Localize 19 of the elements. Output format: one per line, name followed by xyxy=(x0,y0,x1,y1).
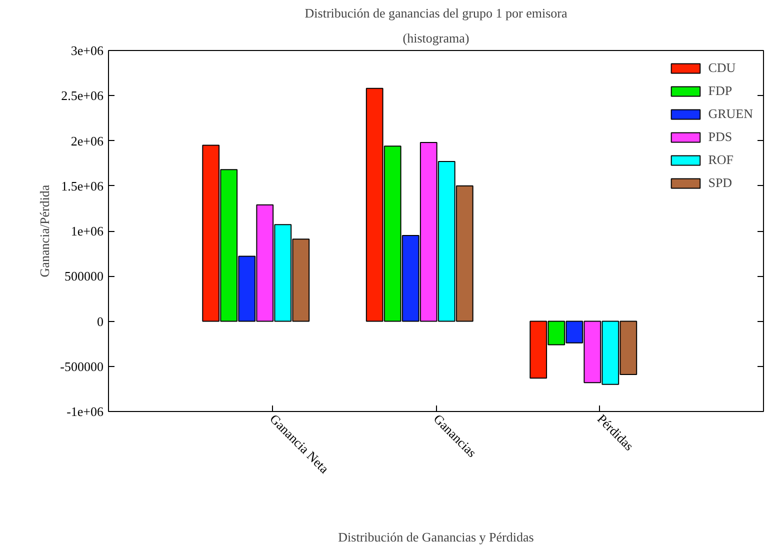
legend-label: CDU xyxy=(708,60,736,76)
legend-label: SPD xyxy=(708,175,732,191)
y-tick-label: 2e+06 xyxy=(70,133,104,148)
y-tick-label: -500000 xyxy=(60,358,104,374)
legend-label: FDP xyxy=(708,83,732,99)
y-tick-label: 0 xyxy=(97,314,104,329)
legend-label: PDS xyxy=(708,129,732,145)
y-tick-label: 3e+06 xyxy=(70,43,104,58)
chart-subtitle: (histograma) xyxy=(402,30,470,46)
chart-title: Distribución de ganancias del grupo 1 por emisora xyxy=(304,6,568,20)
y-tick-label: -1e+06 xyxy=(66,404,104,419)
y-tick-label: 1e+06 xyxy=(70,224,104,238)
y-tick-label: 1.5e+06 xyxy=(61,178,104,194)
legend-label: ROF xyxy=(708,152,734,168)
y-axis-title: Ganancia/Pérdida xyxy=(37,184,52,278)
x-axis-title: Distribución de Ganancias y Pérdidas xyxy=(338,529,534,544)
y-tick-label: 2.5e+06 xyxy=(61,88,104,104)
y-tick-label: 500000 xyxy=(64,268,104,284)
legend-label: GRUEN xyxy=(708,106,753,122)
